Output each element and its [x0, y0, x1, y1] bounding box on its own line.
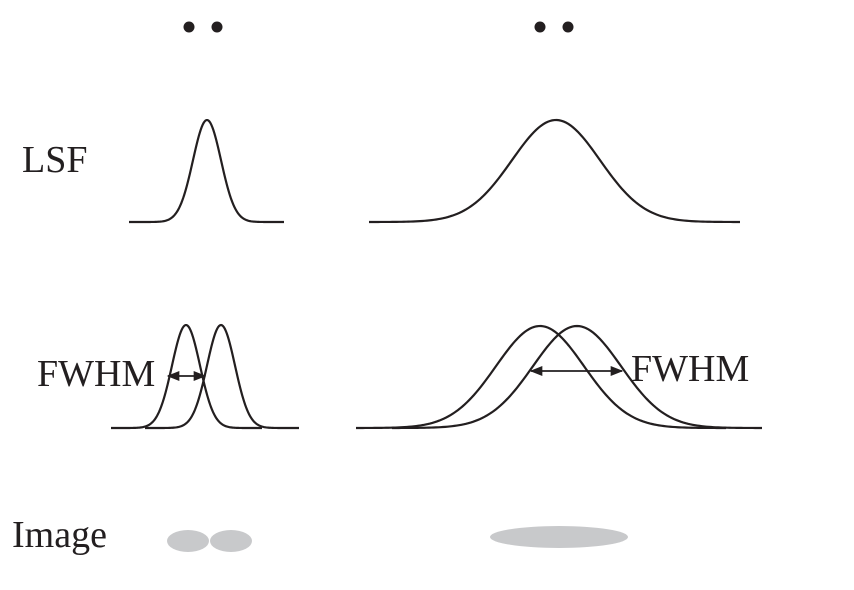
point-sources-narrow: [183, 21, 223, 33]
fwhm-label-narrow: FWHM: [37, 353, 156, 395]
lsf-wide-curve: [368, 118, 740, 224]
wide-pair: [356, 324, 763, 430]
source-dot: [183, 21, 195, 33]
source-dot: [562, 21, 574, 33]
image-label: Image: [12, 514, 107, 556]
source-dot: [211, 21, 223, 33]
image-narrow: [167, 530, 252, 552]
narrow-pair-curve-right: [145, 323, 299, 430]
fwhm-label-wide: FWHM: [631, 348, 750, 390]
wide-pair-curve-left: [356, 324, 727, 430]
image-blob: [210, 530, 252, 552]
image-blob: [167, 530, 209, 552]
image-wide: [490, 526, 628, 548]
narrow-pair-curve-left: [111, 323, 262, 430]
lsf-label: LSF: [22, 139, 88, 181]
point-sources-wide: [534, 21, 574, 33]
narrow-pair: [111, 323, 299, 430]
lsf-narrow-curve: [129, 118, 284, 224]
wide-pair-curve-right: [391, 324, 763, 430]
image-blob-merged: [490, 526, 628, 548]
source-dot: [534, 21, 546, 33]
